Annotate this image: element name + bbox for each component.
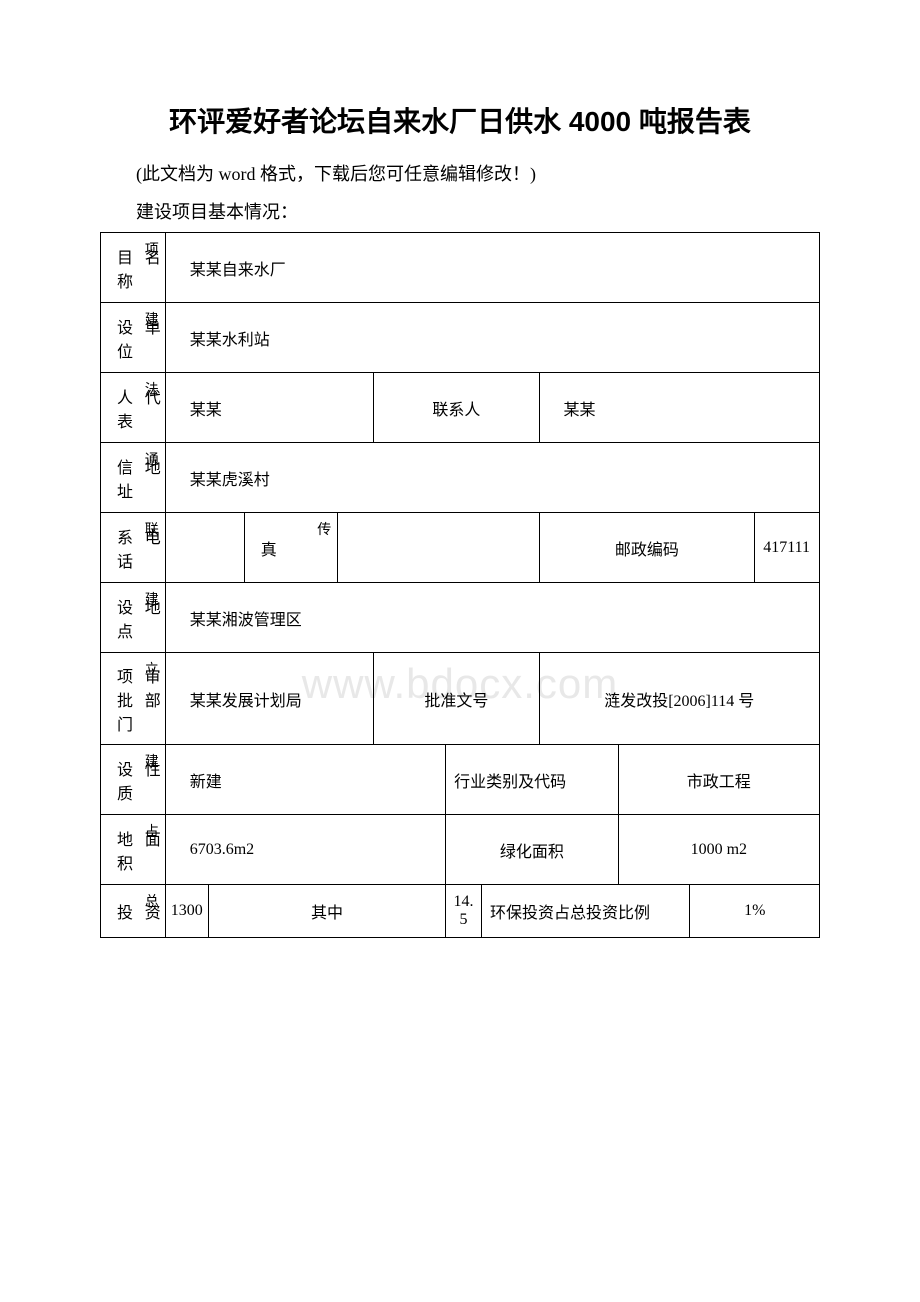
project-info-table: 项 目名称 某某自来水厂 建 设单位 某某水利站 法 人代表 某某 联系人 某某… — [100, 232, 820, 938]
value-location: 某某湘波管理区 — [165, 583, 819, 653]
label-approval-dept: 立 项审批部门 — [101, 653, 166, 745]
value-contact: 某某 — [539, 373, 819, 443]
label-location: 建 设地点 — [101, 583, 166, 653]
section-label: 建设项目基本情况： — [100, 198, 820, 224]
value-approval-dept: 某某发展计划局 — [165, 653, 373, 745]
value-env-ratio: 1% — [690, 885, 820, 938]
label-env-ratio: 环保投资占总投资比例 — [482, 885, 690, 938]
value-build-unit: 某某水利站 — [165, 303, 819, 373]
value-address: 某某虎溪村 — [165, 443, 819, 513]
value-postcode: 417111 — [755, 513, 820, 583]
label-project-name: 项 目名称 — [101, 233, 166, 303]
value-total-investment: 1300 — [165, 885, 208, 938]
table-row: 法 人代表 某某 联系人 某某 — [101, 373, 820, 443]
value-among: 14.5 — [446, 885, 482, 938]
table-row: 建 设单位 某某水利站 — [101, 303, 820, 373]
value-legal-rep: 某某 — [165, 373, 373, 443]
label-industry: 行业类别及代码 — [446, 745, 619, 815]
page-title: 环评爱好者论坛自来水厂日供水 4000 吨报告表 — [100, 100, 820, 140]
label-legal-rep: 法 人代表 — [101, 373, 166, 443]
label-total-investment: 总 投资 — [101, 885, 166, 938]
label-phone: 联 系电话 — [101, 513, 166, 583]
value-phone — [165, 513, 244, 583]
label-build-unit: 建 设单位 — [101, 303, 166, 373]
table-row: 通 信地址 某某虎溪村 — [101, 443, 820, 513]
label-fax: 传 真 — [244, 513, 337, 583]
label-contact: 联系人 — [374, 373, 539, 443]
label-approval-no: 批准文号 — [374, 653, 539, 745]
value-fax — [338, 513, 539, 583]
table-row: 占 地面积 6703.6m2 绿化面积 1000 m2 — [101, 815, 820, 885]
label-land-area: 占 地面积 — [101, 815, 166, 885]
value-land-area: 6703.6m2 — [165, 815, 445, 885]
value-approval-no: 涟发改投[2006]114 号 — [539, 653, 819, 745]
table-row: 立 项审批部门 某某发展计划局 批准文号 涟发改投[2006]114 号 — [101, 653, 820, 745]
label-postcode: 邮政编码 — [539, 513, 755, 583]
table-row: 联 系电话 传 真 邮政编码 417111 — [101, 513, 820, 583]
table-row: 建 设地点 某某湘波管理区 — [101, 583, 820, 653]
label-address: 通 信地址 — [101, 443, 166, 513]
table-row: 总 投资 1300 其中 14.5 环保投资占总投资比例 1% — [101, 885, 820, 938]
label-build-nature: 建 设性质 — [101, 745, 166, 815]
format-note: (此文档为 word 格式，下载后您可任意编辑修改！) — [100, 160, 820, 186]
table-row: 项 目名称 某某自来水厂 — [101, 233, 820, 303]
value-industry: 市政工程 — [618, 745, 819, 815]
value-project-name: 某某自来水厂 — [165, 233, 819, 303]
table-row: 建 设性质 新建 行业类别及代码 市政工程 — [101, 745, 820, 815]
value-build-nature: 新建 — [165, 745, 445, 815]
label-among: 其中 — [208, 885, 445, 938]
label-green-area: 绿化面积 — [446, 815, 619, 885]
value-green-area: 1000 m2 — [618, 815, 819, 885]
